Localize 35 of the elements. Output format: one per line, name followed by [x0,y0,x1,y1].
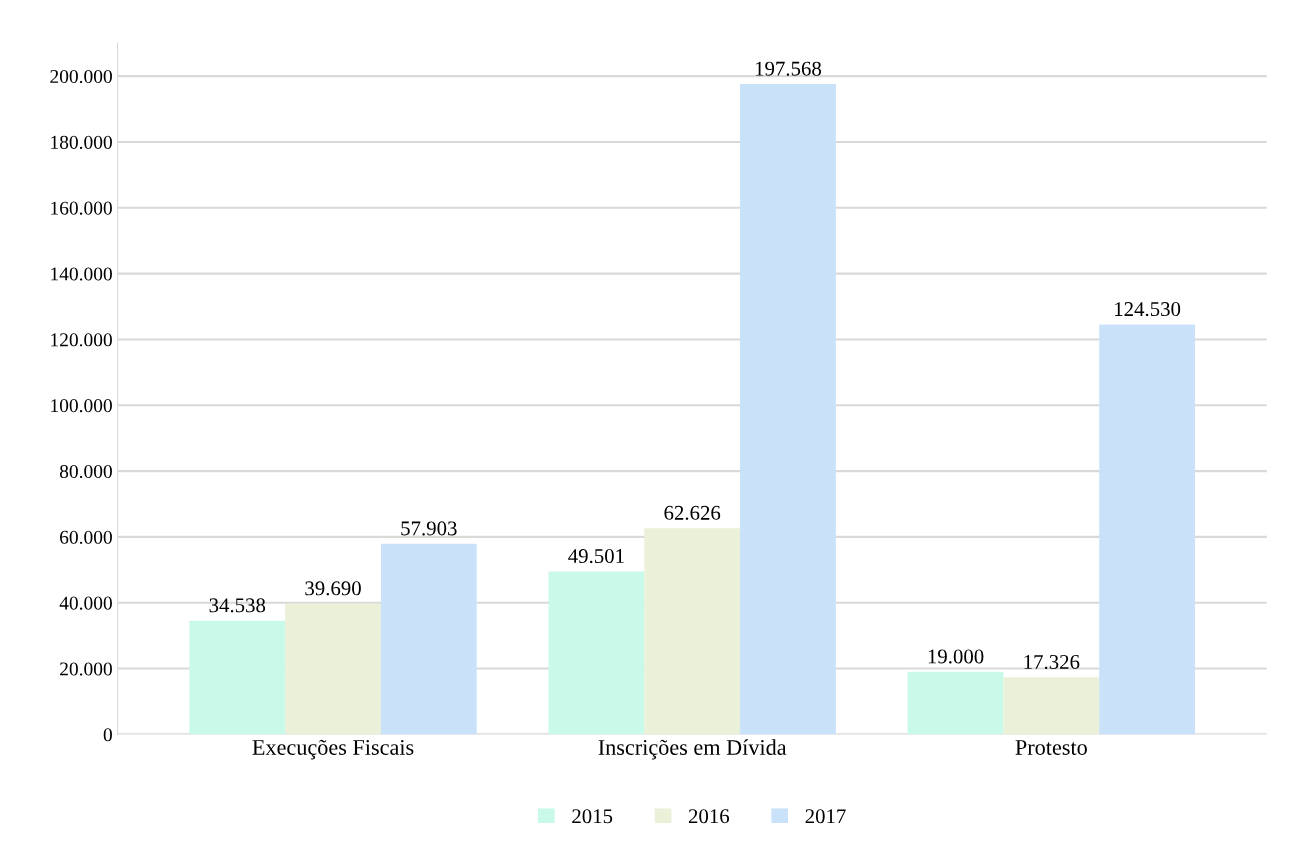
y-tick-label: 40.000 [59,596,112,610]
bar [380,543,477,735]
x-tick-label: Execuções Fiscais [252,739,414,760]
data-label: 34.538 [209,598,266,613]
legend-label: 2016 [688,809,730,824]
data-label: 197.568 [755,61,822,76]
bar [644,528,741,735]
y-tick-label: 60.000 [60,530,112,544]
x-tick-label: Inscrições em Dívida [598,739,787,760]
legend-label: 2015 [572,809,613,824]
bar [548,571,645,735]
data-label: 19.000 [928,649,984,664]
y-tick-label: 20.000 [60,662,112,676]
data-label: 17.326 [1024,654,1080,670]
bar [907,671,1004,735]
y-tick-label: 100.000 [51,399,112,413]
bar [1099,324,1195,735]
y-tick-label: 0 [103,728,112,742]
bar [189,620,286,735]
data-label: 57.903 [401,521,457,536]
y-tick-label: 120.000 [51,333,112,347]
data-label: 62.626 [664,505,721,520]
bar [740,84,836,735]
data-label: 39.690 [305,581,361,596]
legend-label: 2017 [805,809,846,824]
y-tick-label: 180.000 [51,135,112,149]
bar [285,603,381,735]
y-tick-label: 80.000 [59,464,112,479]
y-tick-label: 160.000 [51,201,112,215]
data-label: 124.530 [1115,302,1181,317]
data-label: 49.501 [568,549,624,564]
y-tick-label: 200.000 [50,69,112,84]
bar [1003,677,1100,735]
y-tick-label: 140.000 [51,267,112,281]
x-tick-label: Protesto [1015,740,1087,755]
